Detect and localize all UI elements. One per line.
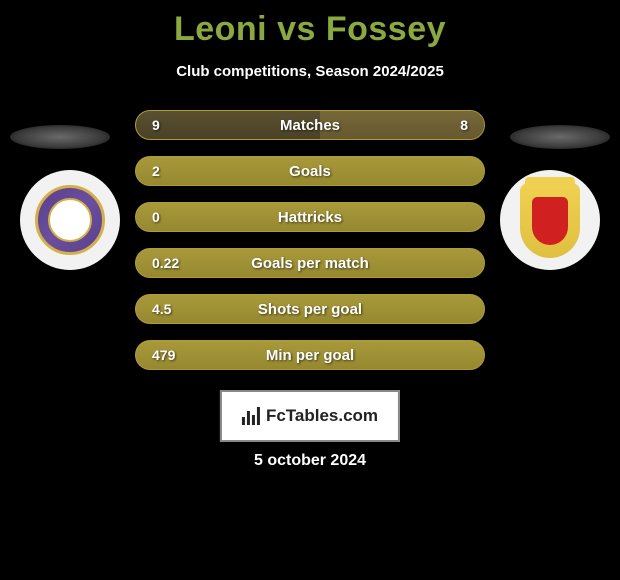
comparison-area: 9Matches8 2Goals 0Hattricks 0.22Goals per m… [0, 110, 620, 390]
stat-bar-shots-per-goal: 4.5Shots per goal [135, 294, 485, 324]
club-badge-right [500, 170, 600, 270]
standard-liege-crest-icon [520, 183, 580, 258]
site-label: FcTables.com [266, 406, 378, 426]
stat-label: Goals per match [136, 255, 484, 272]
stat-bar-goals-per-match: 0.22Goals per match [135, 248, 485, 278]
stat-label: Matches [136, 117, 484, 134]
stat-label: Hattricks [136, 209, 484, 226]
anderlecht-crest-icon [35, 185, 105, 255]
bar-chart-icon [242, 407, 260, 425]
stat-bar-matches: 9Matches8 [135, 110, 485, 140]
stat-bar-min-per-goal: 479Min per goal [135, 340, 485, 370]
player-silhouette-right [510, 125, 610, 149]
stats-column: 9Matches8 2Goals 0Hattricks 0.22Goals per m… [135, 110, 485, 386]
stat-bar-hattricks: 0Hattricks [135, 202, 485, 232]
stat-bar-goals: 2Goals [135, 156, 485, 186]
stat-label: Min per goal [136, 347, 484, 364]
date-text: 5 october 2024 [0, 452, 620, 470]
stat-label: Goals [136, 163, 484, 180]
player-silhouette-left [10, 125, 110, 149]
club-badge-left [20, 170, 120, 270]
stat-label: Shots per goal [136, 301, 484, 318]
site-attribution: FcTables.com [220, 390, 400, 442]
page-title: Leoni vs Fossey [0, 0, 620, 49]
stat-right-value: 8 [460, 117, 468, 133]
subtitle: Club competitions, Season 2024/2025 [0, 63, 620, 80]
